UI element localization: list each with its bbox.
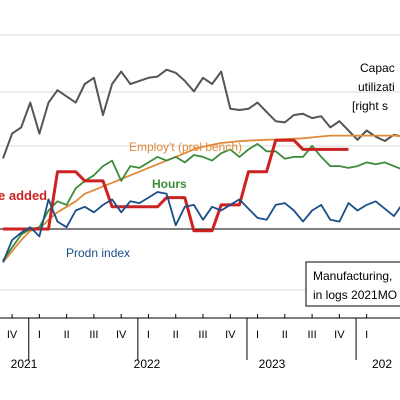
quarter-tick-label: I (256, 329, 259, 341)
series-line-3 (3, 138, 349, 233)
quarter-tick-label: IV (7, 329, 18, 341)
quarter-tick-label: III (198, 329, 207, 341)
year-label: 2023 (259, 357, 286, 371)
series-line-1 (2, 134, 400, 263)
legend-box-line-1: Manufacturing, (313, 269, 392, 283)
annotations: Capac utilizati [right s Employ't (prel … (0, 61, 395, 260)
quarter-tick-label: IV (225, 329, 236, 341)
legend-box: Manufacturing, in logs 2021MO (305, 261, 400, 307)
quarter-tick-label: IV (116, 329, 127, 341)
year-label: 2021 (11, 357, 38, 371)
year-label: 2022 (134, 357, 161, 371)
grid-lines (0, 34, 400, 291)
prodn-label: Prodn index (66, 246, 130, 260)
series-line-4 (2, 191, 400, 263)
quarter-tick-label: III (308, 329, 317, 341)
capacity-label-1: Capac (360, 61, 395, 75)
quarter-tick-label: II (173, 329, 179, 341)
legend-box-line-2: in logs 2021MO (313, 288, 397, 302)
series-line-2 (2, 143, 400, 261)
quarter-tick-label: II (282, 329, 288, 341)
quarter-tick-label: IV (334, 329, 345, 341)
quarter-tick-label: I (147, 329, 150, 341)
hours-label: Hours (152, 177, 187, 191)
quarter-tick-label: I (38, 329, 41, 341)
capacity-label-2: utilizati (358, 80, 395, 94)
series-line-0 (2, 68, 400, 159)
quarter-tick-label: II (64, 329, 70, 341)
quarter-tick-label: III (89, 329, 98, 341)
value-added-label: e added (0, 188, 47, 203)
employ-label: Employ't (prel bench) (129, 140, 242, 154)
series-lines (2, 68, 400, 263)
x-axis: IIIIVIIIIIIIVIIIIIIIVIIIIIIIVI2021202220… (0, 314, 400, 371)
quarter-tick-label: I (365, 329, 368, 341)
capacity-label-3: [right s (352, 99, 388, 113)
year-label: 202 (372, 357, 392, 371)
